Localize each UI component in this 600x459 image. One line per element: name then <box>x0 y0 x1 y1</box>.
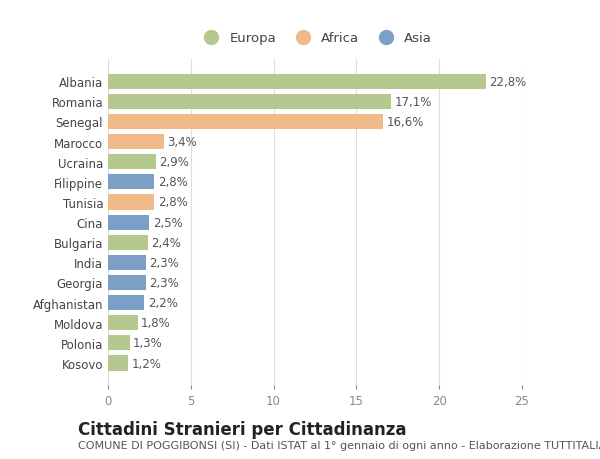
Text: 2,8%: 2,8% <box>158 176 187 189</box>
Text: 16,6%: 16,6% <box>386 116 424 129</box>
Text: COMUNE DI POGGIBONSI (SI) - Dati ISTAT al 1° gennaio di ogni anno - Elaborazione: COMUNE DI POGGIBONSI (SI) - Dati ISTAT a… <box>78 440 600 450</box>
Text: 2,5%: 2,5% <box>153 216 182 229</box>
Bar <box>108 195 154 210</box>
Bar <box>108 95 391 110</box>
Bar <box>108 155 156 170</box>
Text: 3,4%: 3,4% <box>167 136 197 149</box>
Text: 1,8%: 1,8% <box>141 317 171 330</box>
Bar <box>108 275 146 291</box>
Bar <box>108 74 485 90</box>
Bar <box>108 215 149 230</box>
Text: 2,9%: 2,9% <box>160 156 189 169</box>
Text: 2,4%: 2,4% <box>151 236 181 249</box>
Text: 22,8%: 22,8% <box>489 76 526 89</box>
Text: 1,3%: 1,3% <box>133 336 163 350</box>
Bar <box>108 336 130 351</box>
Text: 2,8%: 2,8% <box>158 196 187 209</box>
Bar <box>108 296 145 310</box>
Bar <box>108 315 138 330</box>
Bar <box>108 235 148 250</box>
Text: Cittadini Stranieri per Cittadinanza: Cittadini Stranieri per Cittadinanza <box>78 420 407 438</box>
Bar <box>108 135 164 150</box>
Bar <box>108 356 128 371</box>
Text: 2,3%: 2,3% <box>149 276 179 289</box>
Text: 17,1%: 17,1% <box>394 95 432 109</box>
Bar <box>108 255 146 270</box>
Bar <box>108 175 154 190</box>
Legend: Europa, Africa, Asia: Europa, Africa, Asia <box>193 27 437 50</box>
Text: 2,3%: 2,3% <box>149 256 179 269</box>
Text: 2,2%: 2,2% <box>148 297 178 309</box>
Text: 1,2%: 1,2% <box>131 357 161 369</box>
Bar <box>108 115 383 130</box>
